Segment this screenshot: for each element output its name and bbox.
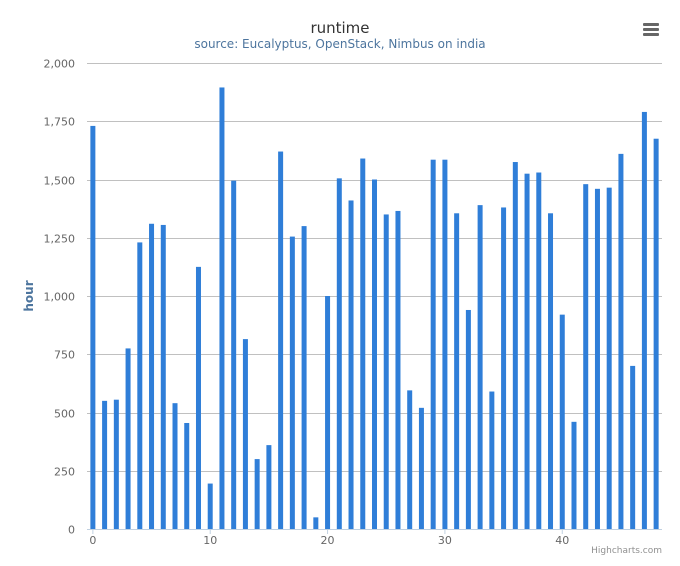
bar[interactable] xyxy=(360,158,366,529)
bar[interactable] xyxy=(430,159,436,529)
bar[interactable] xyxy=(501,207,507,529)
bar[interactable] xyxy=(559,314,565,529)
bar[interactable] xyxy=(278,151,284,530)
bar[interactable] xyxy=(489,391,495,529)
bar[interactable] xyxy=(583,184,589,529)
bar[interactable] xyxy=(207,483,213,529)
x-tick-label: 30 xyxy=(438,534,452,547)
y-tick-label: 1,750 xyxy=(44,116,76,129)
chart-title: runtime xyxy=(310,19,369,37)
bar[interactable] xyxy=(548,213,554,530)
bar[interactable] xyxy=(195,266,201,530)
bar[interactable] xyxy=(313,517,319,529)
hamburger-menu-icon[interactable] xyxy=(638,18,664,40)
bar[interactable] xyxy=(372,179,377,530)
bar[interactable] xyxy=(102,400,108,529)
y-tick-label: 500 xyxy=(54,408,75,421)
bar[interactable] xyxy=(465,309,471,529)
bar[interactable] xyxy=(407,390,413,529)
bar[interactable] xyxy=(512,162,518,529)
x-tick-label: 0 xyxy=(89,534,96,547)
bar-series xyxy=(90,87,659,530)
bar[interactable] xyxy=(442,159,448,529)
bar[interactable] xyxy=(254,459,260,529)
bar[interactable] xyxy=(395,210,401,529)
bar[interactable] xyxy=(90,125,96,529)
y-tick-label: 0 xyxy=(68,524,75,537)
y-axis-title: hour xyxy=(22,280,36,311)
bar[interactable] xyxy=(113,399,119,529)
bar[interactable] xyxy=(149,223,155,529)
bar[interactable] xyxy=(336,178,342,529)
x-axis-ticks: 0 10 20 30 40 xyxy=(89,529,569,547)
bar[interactable] xyxy=(524,173,530,529)
bar[interactable] xyxy=(630,365,636,529)
bar[interactable] xyxy=(125,348,131,529)
y-tick-label: 1,000 xyxy=(44,291,76,304)
bar[interactable] xyxy=(137,242,143,529)
y-tick-label: 250 xyxy=(54,466,75,479)
bar[interactable] xyxy=(454,213,460,530)
credits-label[interactable]: Highcharts.com xyxy=(591,546,662,556)
bar[interactable] xyxy=(536,172,542,529)
bar[interactable] xyxy=(348,200,354,529)
bar[interactable] xyxy=(418,407,424,529)
bar[interactable] xyxy=(172,403,178,529)
y-tick-label: 1,250 xyxy=(44,233,76,246)
bar[interactable] xyxy=(219,87,225,530)
x-tick-label: 10 xyxy=(203,534,217,547)
y-axis-ticks: 0 250 500 750 1,000 1,250 1,500 1,750 2,000 xyxy=(44,58,76,537)
bar[interactable] xyxy=(231,180,237,529)
bar[interactable] xyxy=(383,214,389,529)
bar[interactable] xyxy=(594,188,600,529)
bar[interactable] xyxy=(618,153,624,529)
bar[interactable] xyxy=(571,421,577,529)
y-tick-label: 1,500 xyxy=(44,175,76,188)
bar[interactable] xyxy=(641,111,647,530)
bar[interactable] xyxy=(289,236,295,529)
bar[interactable] xyxy=(242,339,248,529)
bar[interactable] xyxy=(653,138,659,529)
bar[interactable] xyxy=(266,445,272,529)
y-tick-label: 2,000 xyxy=(44,58,76,71)
y-tick-label: 750 xyxy=(54,349,75,362)
bar[interactable] xyxy=(325,296,331,529)
chart-subtitle: source: Eucalyptus, OpenStack, Nimbus on… xyxy=(194,37,485,51)
bar[interactable] xyxy=(160,224,166,529)
bar[interactable] xyxy=(184,422,190,529)
x-tick-label: 40 xyxy=(555,534,569,547)
x-tick-label: 20 xyxy=(321,534,335,547)
bar[interactable] xyxy=(477,205,483,529)
bar[interactable] xyxy=(301,226,307,529)
bar[interactable] xyxy=(606,187,612,529)
